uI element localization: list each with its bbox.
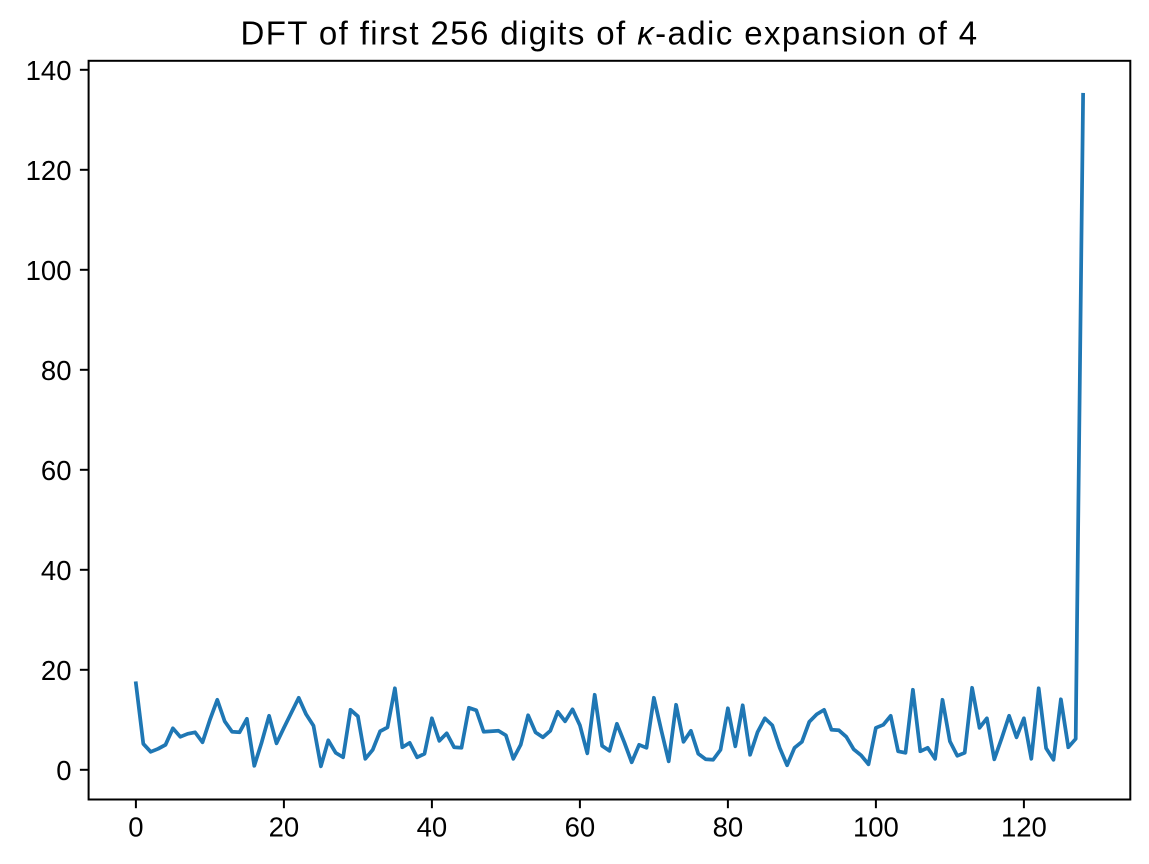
svg-text:80: 80 [713, 812, 744, 843]
svg-text:60: 60 [565, 812, 596, 843]
svg-text:40: 40 [417, 812, 448, 843]
svg-text:60: 60 [41, 455, 72, 486]
svg-text:80: 80 [41, 355, 72, 386]
svg-text:120: 120 [26, 155, 72, 186]
svg-text:DFT of first 256 digits of κ-a: DFT of first 256 digits of κ-adic expans… [241, 14, 979, 51]
svg-text:120: 120 [1001, 812, 1047, 843]
svg-text:100: 100 [26, 255, 72, 286]
svg-text:100: 100 [853, 812, 899, 843]
svg-text:20: 20 [41, 655, 72, 686]
svg-text:0: 0 [128, 812, 143, 843]
svg-text:20: 20 [269, 812, 300, 843]
svg-text:140: 140 [26, 55, 72, 86]
svg-text:40: 40 [41, 555, 72, 586]
svg-text:0: 0 [56, 755, 71, 786]
